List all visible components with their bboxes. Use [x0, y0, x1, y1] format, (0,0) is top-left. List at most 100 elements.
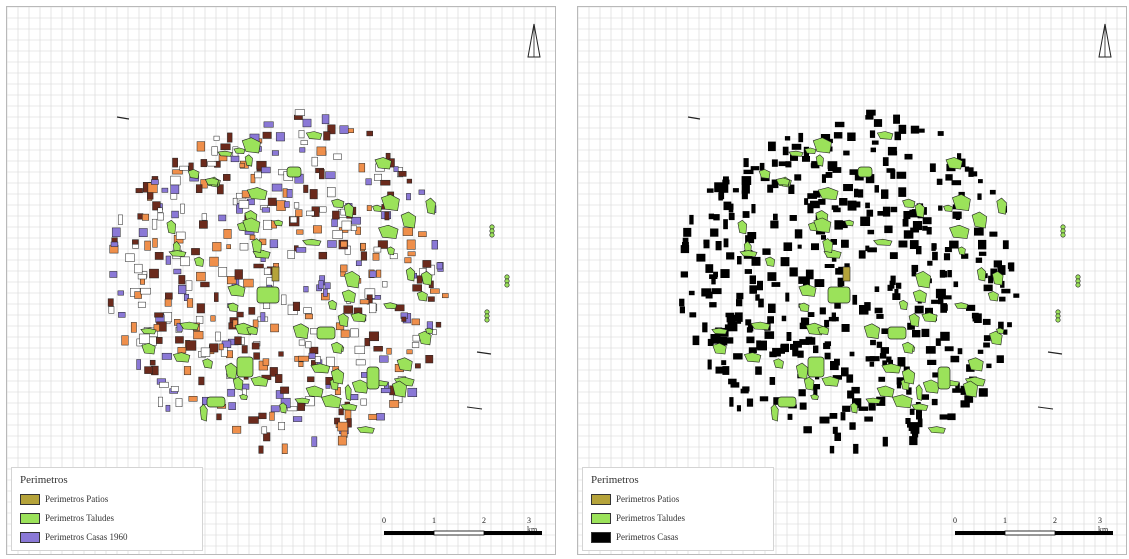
building-footprint [881, 189, 889, 199]
talud-polygon [911, 403, 929, 411]
building-footprint [216, 413, 222, 421]
building-footprint [299, 147, 306, 153]
talud-polygon [914, 202, 925, 218]
building-footprint [290, 216, 298, 224]
legend-swatch-taludes [591, 512, 611, 524]
building-footprint [309, 189, 318, 200]
building-footprint [227, 276, 237, 285]
building-footprint [709, 274, 718, 279]
building-footprint [1013, 293, 1020, 298]
building-footprint [859, 305, 869, 315]
building-footprint [296, 247, 307, 253]
building-footprint [682, 242, 689, 247]
talud-polygon [1055, 317, 1061, 323]
building-footprint [173, 268, 182, 275]
map-canvas-right[interactable] [578, 7, 1126, 554]
building-footprint [771, 282, 781, 287]
talud-polygon [711, 327, 728, 335]
building-footprint [316, 146, 327, 156]
building-footprint [711, 274, 716, 285]
building-footprint [200, 159, 208, 168]
building-footprint [239, 162, 245, 168]
building-footprint [411, 342, 420, 348]
patio-polygon [842, 266, 851, 282]
building-footprint [705, 291, 713, 299]
building-footprint [768, 303, 776, 313]
building-footprint [943, 295, 952, 300]
building-footprint [321, 114, 330, 125]
talud-polygon [343, 202, 354, 218]
building-footprint [108, 306, 115, 314]
building-footprint [298, 130, 305, 139]
building-footprint [798, 132, 804, 143]
building-footprint [426, 321, 433, 330]
building-footprint [180, 203, 185, 214]
building-footprint [768, 141, 776, 152]
talud-polygon [971, 211, 988, 229]
building-footprint [833, 207, 841, 213]
building-footprint [137, 301, 146, 308]
building-footprint [234, 269, 243, 280]
talud-polygon [949, 224, 970, 239]
talud-polygon [366, 366, 380, 390]
scale-label: 3 km [527, 516, 538, 534]
building-footprint [144, 366, 153, 374]
building-footprint [922, 217, 932, 225]
building-footprint [854, 188, 859, 198]
legend-label: Perimetros Patios [45, 494, 109, 504]
building-footprint [827, 161, 838, 170]
legend-swatch-taludes [20, 512, 40, 524]
building-footprint [200, 347, 211, 357]
talud-polygon [292, 323, 310, 339]
building-footprint [406, 349, 413, 355]
talud-polygon [873, 238, 893, 246]
building-footprint [713, 214, 720, 221]
building-footprint [892, 293, 901, 300]
talud-polygon [405, 267, 416, 282]
talud-polygon [943, 204, 954, 212]
talud-polygon [232, 376, 244, 391]
building-footprint [707, 359, 712, 370]
building-footprint [734, 312, 743, 322]
building-footprint [364, 338, 371, 347]
building-footprint [689, 214, 694, 225]
building-footprint [866, 209, 874, 217]
talud-polygon [1060, 232, 1066, 238]
building-footprint [823, 342, 831, 350]
building-footprint [365, 178, 372, 186]
building-footprint [165, 292, 173, 300]
scale-bar: 0 1 2 3 km [382, 516, 542, 544]
building-footprint [711, 288, 722, 295]
building-footprint [940, 331, 950, 341]
building-footprint [812, 384, 820, 390]
building-footprint [723, 201, 732, 211]
building-footprint [939, 414, 948, 420]
talud-polygon [344, 270, 361, 289]
building-footprint [241, 345, 248, 354]
building-footprint [140, 287, 151, 295]
talud-polygon [915, 270, 932, 289]
building-footprint [303, 286, 309, 293]
talud-polygon [773, 358, 784, 369]
talud-polygon [687, 116, 701, 120]
building-footprint [307, 376, 315, 383]
talud-polygon [202, 358, 213, 369]
legend-item-taludes: Perimetros Taludes [20, 511, 114, 525]
building-footprint [107, 298, 114, 307]
building-footprint [870, 339, 876, 346]
talud-polygon [400, 211, 417, 229]
building-footprint [798, 276, 808, 284]
building-footprint [152, 201, 161, 211]
map-canvas-left[interactable] [7, 7, 555, 554]
legend-label: Perimetros Patios [616, 494, 680, 504]
building-footprint [293, 202, 300, 209]
building-footprint [384, 211, 390, 221]
building-footprint [947, 270, 952, 278]
talud-polygon [901, 368, 916, 385]
scale-bar: 0 1 2 3 km [953, 516, 1113, 544]
building-footprint [911, 241, 919, 248]
building-footprint [902, 219, 909, 227]
building-footprint [838, 266, 847, 275]
building-footprint [376, 269, 382, 278]
building-footprint [727, 321, 738, 332]
